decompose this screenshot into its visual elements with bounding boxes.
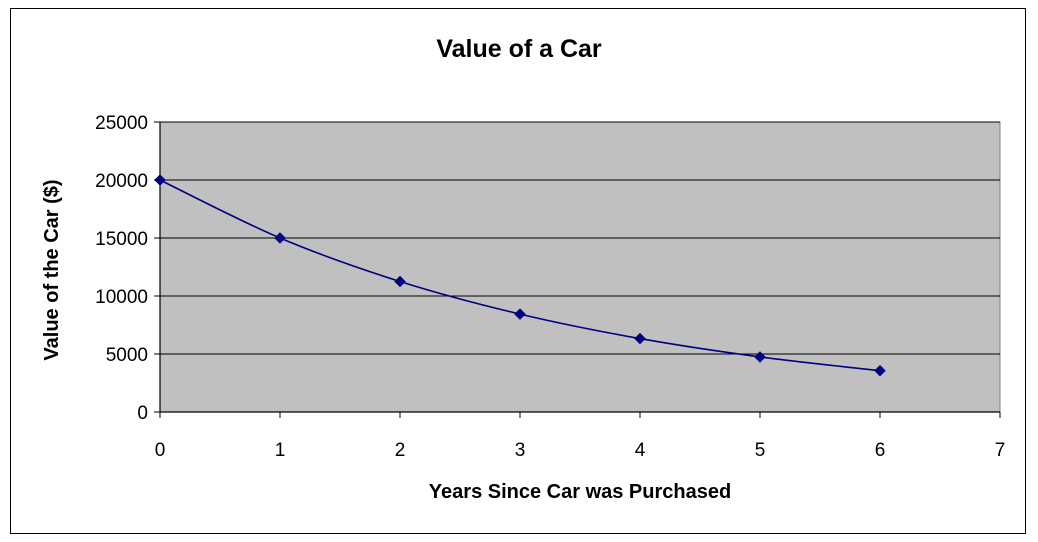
y-tick-label-20000: 20000 — [95, 171, 148, 192]
y-axis-title: Value of the Car ($) — [41, 179, 63, 360]
data-point-2 — [394, 275, 406, 288]
x-tick-label-2: 2 — [395, 440, 406, 461]
x-tick-label-3: 3 — [515, 440, 526, 461]
y-axis-ticks: 0 5000 10000 15000 20000 25000 — [95, 113, 160, 424]
x-tick-label-4: 4 — [635, 440, 646, 461]
data-point-4 — [634, 332, 646, 345]
y-tick-label-25000: 25000 — [95, 113, 148, 134]
x-tick-label-1: 1 — [275, 440, 286, 461]
x-tick-label-0: 0 — [155, 440, 166, 461]
data-point-5 — [754, 351, 766, 363]
y-tick-label-10000: 10000 — [95, 287, 148, 308]
chart-title: Value of a Car — [436, 35, 602, 63]
x-tick-label-5: 5 — [755, 440, 766, 461]
plot-area — [159, 121, 1001, 413]
series — [154, 174, 886, 377]
x-axis-title: Years Since Car was Purchased — [429, 481, 731, 503]
axes — [159, 122, 1000, 413]
data-point-6 — [874, 364, 886, 377]
y-tick-label-15000: 15000 — [95, 229, 148, 250]
data-point-1 — [274, 232, 286, 244]
data-point-3 — [514, 308, 526, 320]
y-tick-label-5000: 5000 — [106, 345, 148, 366]
y-tick-label-0: 0 — [137, 403, 148, 424]
data-point-0 — [154, 174, 166, 186]
x-axis-ticks: 0 1 2 3 4 5 6 7 — [155, 412, 1006, 461]
gridlines — [160, 121, 1000, 355]
x-tick-label-6: 6 — [875, 440, 886, 461]
x-tick-label-7: 7 — [995, 440, 1006, 461]
